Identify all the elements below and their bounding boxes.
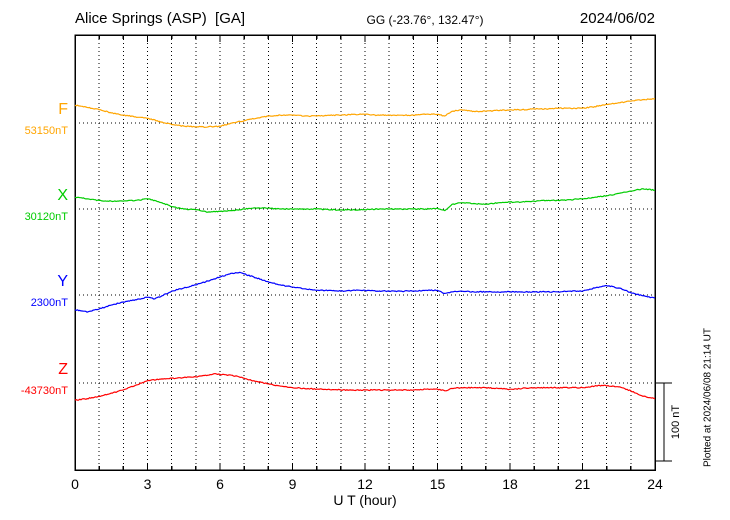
x-tick-label: 0 <box>71 476 79 492</box>
x-tick-label: 15 <box>429 476 446 492</box>
x-axis-title: U T (hour) <box>333 492 397 508</box>
plotted-at-note: Plotted at 2024/06/08 21:14 UT <box>702 328 714 467</box>
series-label-x: X <box>57 187 68 204</box>
x-tick-label: 9 <box>288 476 297 492</box>
x-tick-label: 3 <box>143 476 152 492</box>
station-title: Alice Springs (ASP) [GA] <box>75 10 246 27</box>
gg-coordinates: GG (-23.76°, 132.47°) <box>366 13 484 27</box>
series-label-y: Y <box>57 273 68 290</box>
plot-frame <box>74 34 656 471</box>
series-label-f: F <box>58 101 68 118</box>
x-tick-label: 21 <box>574 476 591 492</box>
trace-z <box>74 373 656 401</box>
trace-y <box>74 271 656 313</box>
trace-x <box>74 188 656 213</box>
series-baseline-x: 30120nT <box>24 211 68 223</box>
series-baseline-y: 2300nT <box>30 297 68 309</box>
x-tick-label: 24 <box>647 476 663 492</box>
x-tick-label: 12 <box>357 476 373 492</box>
series-baseline-z: -43730nT <box>20 385 68 397</box>
series-baseline-f: 53150nT <box>24 125 68 137</box>
x-tick-label: 18 <box>502 476 518 492</box>
series-label-z: Z <box>58 361 68 378</box>
trace-f <box>74 98 656 129</box>
x-tick-label: 6 <box>216 476 224 492</box>
plot-date: 2024/06/02 <box>579 10 655 27</box>
scale-bar-label: 100 nT <box>670 404 682 440</box>
